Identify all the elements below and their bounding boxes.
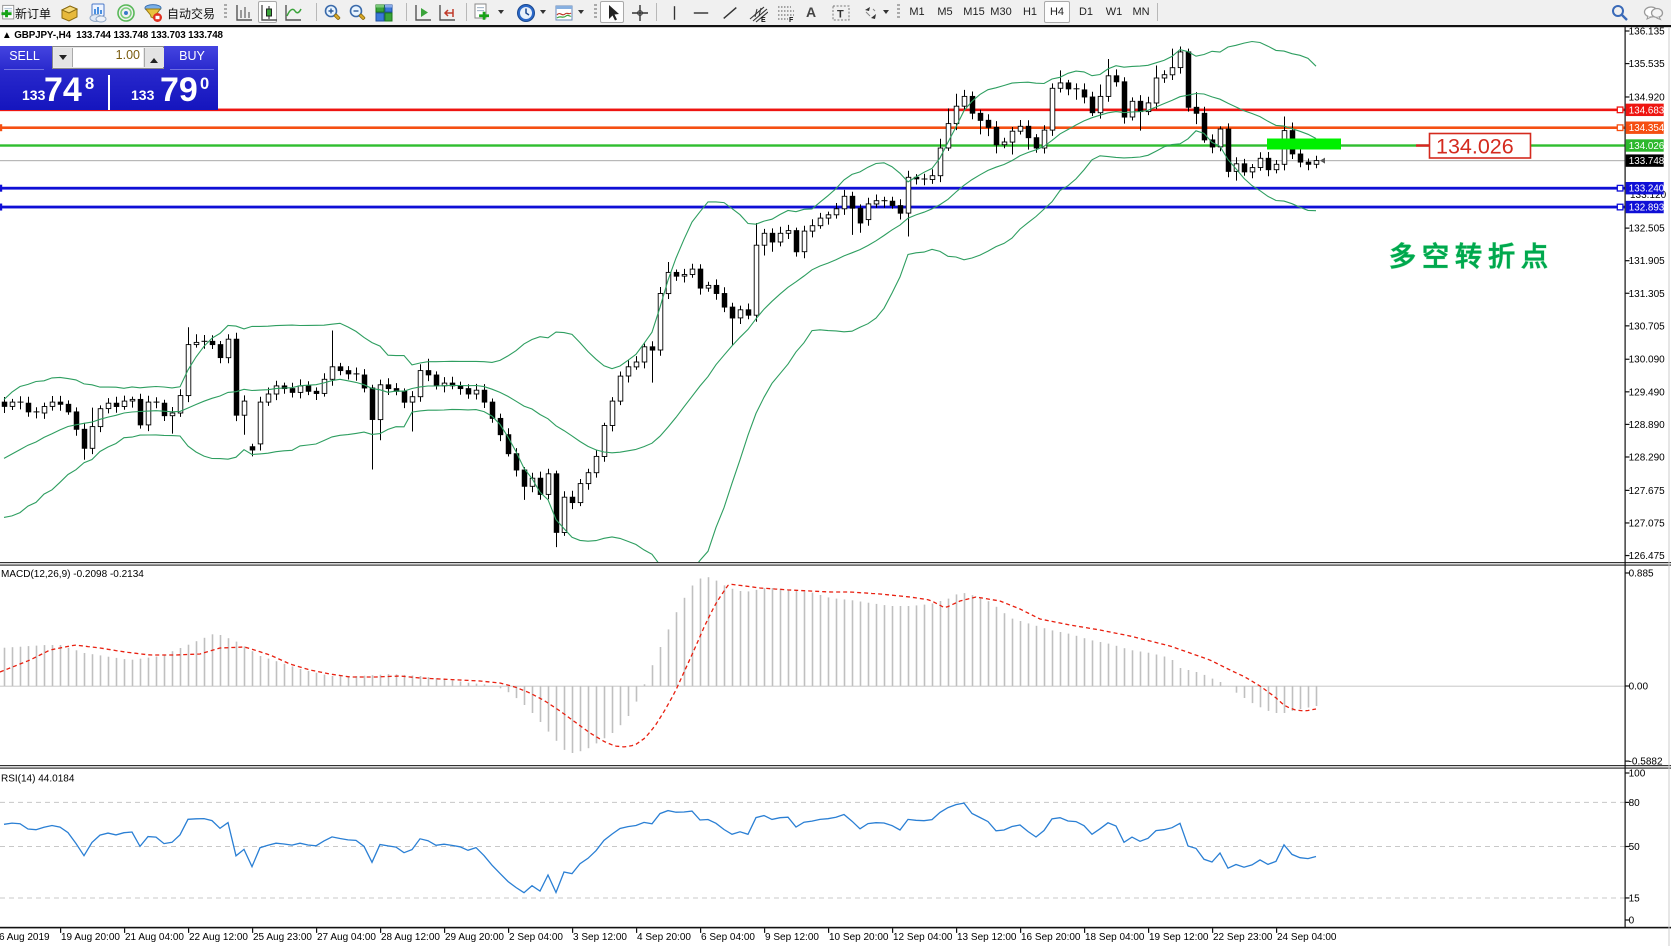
svg-text:T: T <box>837 9 844 21</box>
svg-text:25 Aug 23:00: 25 Aug 23:00 <box>253 932 312 943</box>
svg-text:E: E <box>761 17 766 23</box>
svg-text:F: F <box>789 17 794 23</box>
svg-text:134.683: 134.683 <box>1629 105 1665 116</box>
svg-text:9 Sep 12:00: 9 Sep 12:00 <box>765 932 819 943</box>
svg-text:127.075: 127.075 <box>1629 518 1666 529</box>
svg-text:135.535: 135.535 <box>1629 59 1666 70</box>
svg-text:134.026: 134.026 <box>1436 135 1514 159</box>
svg-text:18 Sep 04:00: 18 Sep 04:00 <box>1085 932 1145 943</box>
svg-text:多空转折点: 多空转折点 <box>1389 241 1554 272</box>
svg-text:133.120: 133.120 <box>1630 190 1667 201</box>
svg-text:131.905: 131.905 <box>1629 256 1666 267</box>
svg-text:22 Aug 12:00: 22 Aug 12:00 <box>189 932 248 943</box>
svg-text:19 Sep 12:00: 19 Sep 12:00 <box>1149 932 1209 943</box>
svg-text:126.475: 126.475 <box>1629 551 1666 562</box>
svg-text:130.090: 130.090 <box>1629 355 1666 366</box>
svg-text:0.885: 0.885 <box>1629 568 1654 579</box>
svg-text:21 Aug 04:00: 21 Aug 04:00 <box>125 932 184 943</box>
svg-text:80: 80 <box>1629 798 1641 809</box>
svg-text:29 Aug 20:00: 29 Aug 20:00 <box>445 932 504 943</box>
svg-text:24 Sep 04:00: 24 Sep 04:00 <box>1277 932 1337 943</box>
svg-text:MACD(12,26,9) -0.2098 -0.2134: MACD(12,26,9) -0.2098 -0.2134 <box>1 569 144 580</box>
svg-text:50: 50 <box>1629 842 1641 853</box>
svg-text:RSI(14) 44.0184: RSI(14) 44.0184 <box>1 774 75 785</box>
svg-text:134.920: 134.920 <box>1629 92 1666 103</box>
svg-text:19 Aug 20:00: 19 Aug 20:00 <box>61 932 120 943</box>
svg-text:10 Sep 20:00: 10 Sep 20:00 <box>829 932 889 943</box>
svg-text:136.135: 136.135 <box>1629 27 1666 38</box>
svg-text:4 Sep 20:00: 4 Sep 20:00 <box>637 932 691 943</box>
svg-text:27 Aug 04:00: 27 Aug 04:00 <box>317 932 376 943</box>
svg-text:6 Aug 2019: 6 Aug 2019 <box>0 932 50 943</box>
svg-text:13 Sep 12:00: 13 Sep 12:00 <box>957 932 1017 943</box>
svg-text:133.240: 133.240 <box>1629 184 1665 195</box>
svg-text:16 Sep 20:00: 16 Sep 20:00 <box>1021 932 1081 943</box>
svg-text:127.675: 127.675 <box>1629 486 1666 497</box>
svg-text:100: 100 <box>1629 769 1646 780</box>
svg-text:28 Aug 12:00: 28 Aug 12:00 <box>381 932 440 943</box>
svg-text:128.290: 128.290 <box>1629 452 1666 463</box>
svg-text:0.00: 0.00 <box>1629 682 1649 693</box>
svg-text:131.305: 131.305 <box>1629 289 1666 300</box>
svg-text:15: 15 <box>1629 893 1641 904</box>
svg-text:129.490: 129.490 <box>1629 387 1666 398</box>
svg-text:134.026: 134.026 <box>1629 141 1665 152</box>
svg-text:0: 0 <box>1629 916 1635 927</box>
svg-text:132.893: 132.893 <box>1629 203 1665 214</box>
svg-text:22 Sep 23:00: 22 Sep 23:00 <box>1213 932 1273 943</box>
svg-text:130.705: 130.705 <box>1629 321 1666 332</box>
svg-text:6 Sep 04:00: 6 Sep 04:00 <box>701 932 755 943</box>
svg-text:133.748: 133.748 <box>1629 156 1665 167</box>
svg-text:-0.5882: -0.5882 <box>1629 757 1663 768</box>
svg-text:134.354: 134.354 <box>1629 123 1665 134</box>
svg-text:132.505: 132.505 <box>1629 224 1666 235</box>
svg-text:12 Sep 04:00: 12 Sep 04:00 <box>893 932 953 943</box>
svg-text:2 Sep 04:00: 2 Sep 04:00 <box>509 932 563 943</box>
svg-text:128.890: 128.890 <box>1629 420 1666 431</box>
svg-text:3 Sep 12:00: 3 Sep 12:00 <box>573 932 627 943</box>
